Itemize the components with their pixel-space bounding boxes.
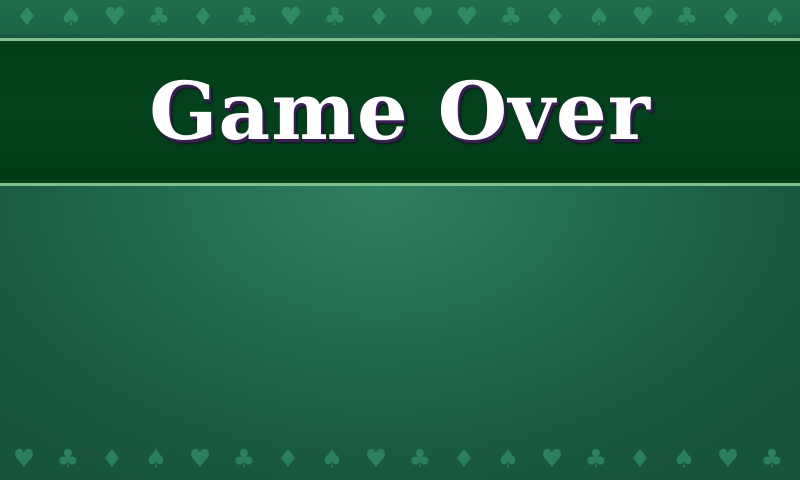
heart-icon: ♥	[12, 444, 36, 473]
game-over-banner: Game Over	[0, 38, 800, 186]
top-suit-pattern: ♦ ♠ ♥ ♣ ♦ ♣ ♥ ♣ ♦ ♥ ♥ ♣ ♦ ♠ ♥ ♣ ♦ ♠	[0, 0, 800, 34]
club-icon: ♣	[584, 444, 608, 473]
heart-icon: ♥	[631, 2, 655, 31]
diamond-icon: ♦	[367, 2, 391, 31]
diamond-icon: ♦	[15, 2, 39, 31]
club-icon: ♣	[232, 444, 256, 473]
spade-icon: ♠	[672, 444, 696, 473]
club-icon: ♣	[675, 2, 699, 31]
heart-icon: ♥	[364, 444, 388, 473]
spade-icon: ♠	[144, 444, 168, 473]
diamond-icon: ♦	[191, 2, 215, 31]
diamond-icon: ♦	[628, 444, 652, 473]
heart-icon: ♥	[188, 444, 212, 473]
diamond-icon: ♦	[452, 444, 476, 473]
diamond-icon: ♦	[276, 444, 300, 473]
diamond-icon: ♦	[719, 2, 743, 31]
diamond-icon: ♦	[100, 444, 124, 473]
spade-icon: ♠	[496, 444, 520, 473]
club-icon: ♣	[760, 444, 784, 473]
club-icon: ♣	[323, 2, 347, 31]
club-icon: ♣	[56, 444, 80, 473]
spade-icon: ♠	[587, 2, 611, 31]
spade-icon: ♠	[320, 444, 344, 473]
bottom-suit-pattern: ♥ ♣ ♦ ♠ ♥ ♣ ♦ ♠ ♥ ♣ ♦ ♠ ♥ ♣ ♦ ♠ ♥ ♣	[0, 440, 800, 480]
heart-icon: ♥	[455, 2, 479, 31]
heart-icon: ♥	[540, 444, 564, 473]
club-icon: ♣	[408, 444, 432, 473]
heart-icon: ♥	[716, 444, 740, 473]
club-icon: ♣	[499, 2, 523, 31]
club-icon: ♣	[147, 2, 171, 31]
game-over-title: Game Over	[149, 64, 651, 158]
club-icon: ♣	[235, 2, 259, 31]
spade-icon: ♠	[59, 2, 83, 31]
diamond-icon: ♦	[543, 2, 567, 31]
heart-icon: ♥	[411, 2, 435, 31]
spade-icon: ♠	[763, 2, 787, 31]
heart-icon: ♥	[279, 2, 303, 31]
heart-icon: ♥	[103, 2, 127, 31]
